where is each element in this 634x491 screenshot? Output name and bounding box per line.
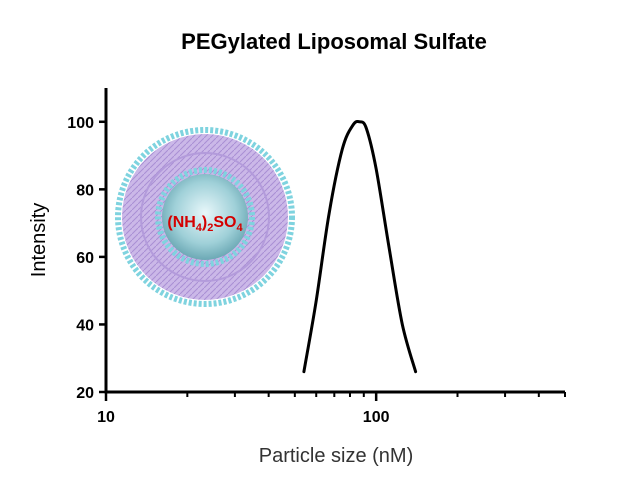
- liposome-inner-headgroups: [155, 167, 255, 267]
- y-tick-label: 20: [76, 385, 94, 402]
- liposome-outer-headgroups: [115, 127, 295, 307]
- y-axis-label: Intensity: [28, 203, 50, 277]
- ammonium-sulfate-label: (NH4)2SO4: [167, 214, 243, 234]
- x-ticks: 10 100: [97, 392, 566, 426]
- y-tick-label: 40: [76, 317, 94, 334]
- chart-title: PEGylated Liposomal Sulfate: [181, 29, 487, 54]
- y-tick-label: 80: [76, 182, 94, 199]
- x-tick-label: 100: [363, 409, 390, 426]
- y-tick-label: 60: [76, 250, 94, 267]
- x-tick-label: 10: [97, 409, 115, 426]
- intensity-line: [302, 119, 418, 374]
- liposome-core: [162, 174, 248, 260]
- y-ticks: 20 40 60 80 100: [67, 115, 106, 402]
- liposome-bilayer-midline: [140, 152, 270, 282]
- x-axis-label: Particle size (nM): [259, 445, 413, 467]
- liposome-illustration: (NH4)2SO4: [115, 127, 295, 307]
- y-tick-label: 100: [67, 115, 94, 132]
